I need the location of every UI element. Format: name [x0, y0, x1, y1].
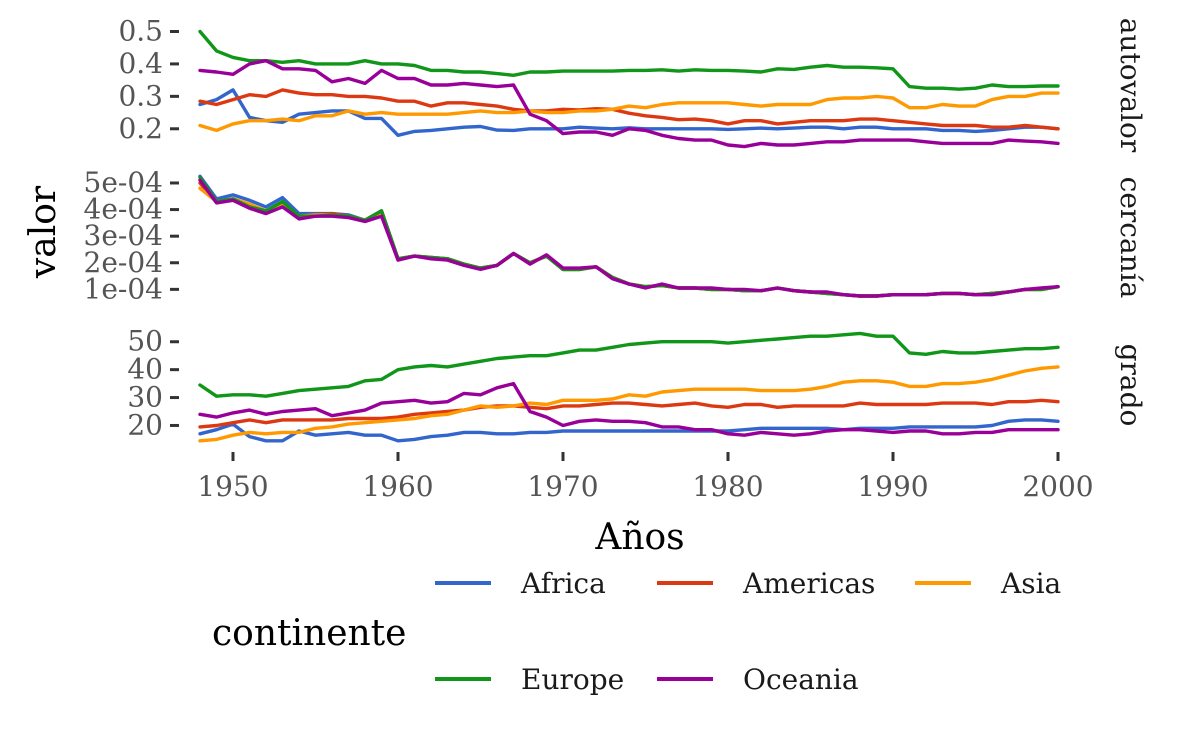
series-line-asia-grado: [198, 365, 1060, 443]
x-tick-label: 1960: [362, 470, 433, 503]
legend-item-asia: Asia: [915, 567, 1061, 600]
y-tick-label: 20: [127, 408, 163, 441]
series-line-asia-autovalor: [198, 91, 1060, 133]
legend-label: Oceania: [743, 663, 859, 696]
series-line-americas-autovalor: [198, 88, 1060, 131]
series-line-europe-cercanía: [198, 175, 1060, 298]
x-tick-label: 1980: [692, 470, 763, 503]
x-axis-title: Años: [594, 517, 684, 558]
legend-item-americas: Americas: [657, 567, 875, 600]
series-line-oceania-cercanía: [198, 178, 1060, 298]
series-line-africa-grado: [198, 418, 1060, 443]
legend-label: Asia: [1000, 567, 1061, 600]
legend-title: continente: [212, 613, 406, 654]
y-axis-title: valor: [23, 185, 64, 279]
series-line-americas-cercanía: [198, 181, 1060, 298]
legend: continente Africa Americas Asia Europe Ocean…: [212, 567, 1061, 696]
y-tick-label: 0.2: [118, 112, 163, 145]
series-line-asia-cercanía: [198, 186, 1060, 298]
y-tick-label: 2e-04: [84, 246, 163, 279]
x-tick-label: 1990: [857, 470, 928, 503]
strip-label-cercanía: cercanía: [1114, 177, 1147, 299]
panels-layer: 0.20.30.40.5 autovalor 1e-042e-043e-044e-0…: [84, 14, 1147, 443]
legend-label: Europe: [521, 663, 624, 696]
y-tick-label: 1e-04: [84, 272, 163, 305]
y-tick-label: 4e-04: [84, 193, 163, 226]
panel-autovalor: 0.20.30.40.5 autovalor: [118, 14, 1147, 152]
y-tick-label: 40: [127, 353, 163, 386]
y-tick-label: 50: [127, 325, 163, 358]
legend-item-oceania: Oceania: [657, 663, 859, 696]
series-line-americas-grado: [198, 398, 1060, 429]
y-tick-label: 30: [127, 381, 163, 414]
series-line-europe-grado: [198, 331, 1060, 398]
series-line-oceania-grado: [198, 381, 1060, 437]
x-tick-label: 2000: [1022, 470, 1093, 503]
x-tick-label: 1950: [197, 470, 268, 503]
y-tick-label: 0.3: [118, 79, 163, 112]
series-line-africa-cercanía: [198, 174, 1060, 298]
strip-label-autovalor: autovalor: [1114, 18, 1147, 153]
y-tick-label: 5e-04: [84, 166, 163, 199]
y-tick-label: 0.5: [118, 14, 163, 47]
legend-label: Africa: [520, 567, 606, 600]
legend-label: Americas: [742, 567, 875, 600]
y-tick-label: 3e-04: [84, 219, 163, 252]
strip-label-grado: grado: [1114, 344, 1147, 427]
x-tick-label: 1970: [527, 470, 598, 503]
series-line-oceania-autovalor: [198, 59, 1060, 149]
y-tick-label: 0.4: [118, 47, 163, 80]
series-line-europe-autovalor: [198, 29, 1060, 91]
legend-item-africa: Africa: [435, 567, 606, 600]
x-axis: 1950 1960 1970 1980 1990 2000: [197, 452, 1094, 503]
legend-item-europe: Europe: [435, 663, 624, 696]
